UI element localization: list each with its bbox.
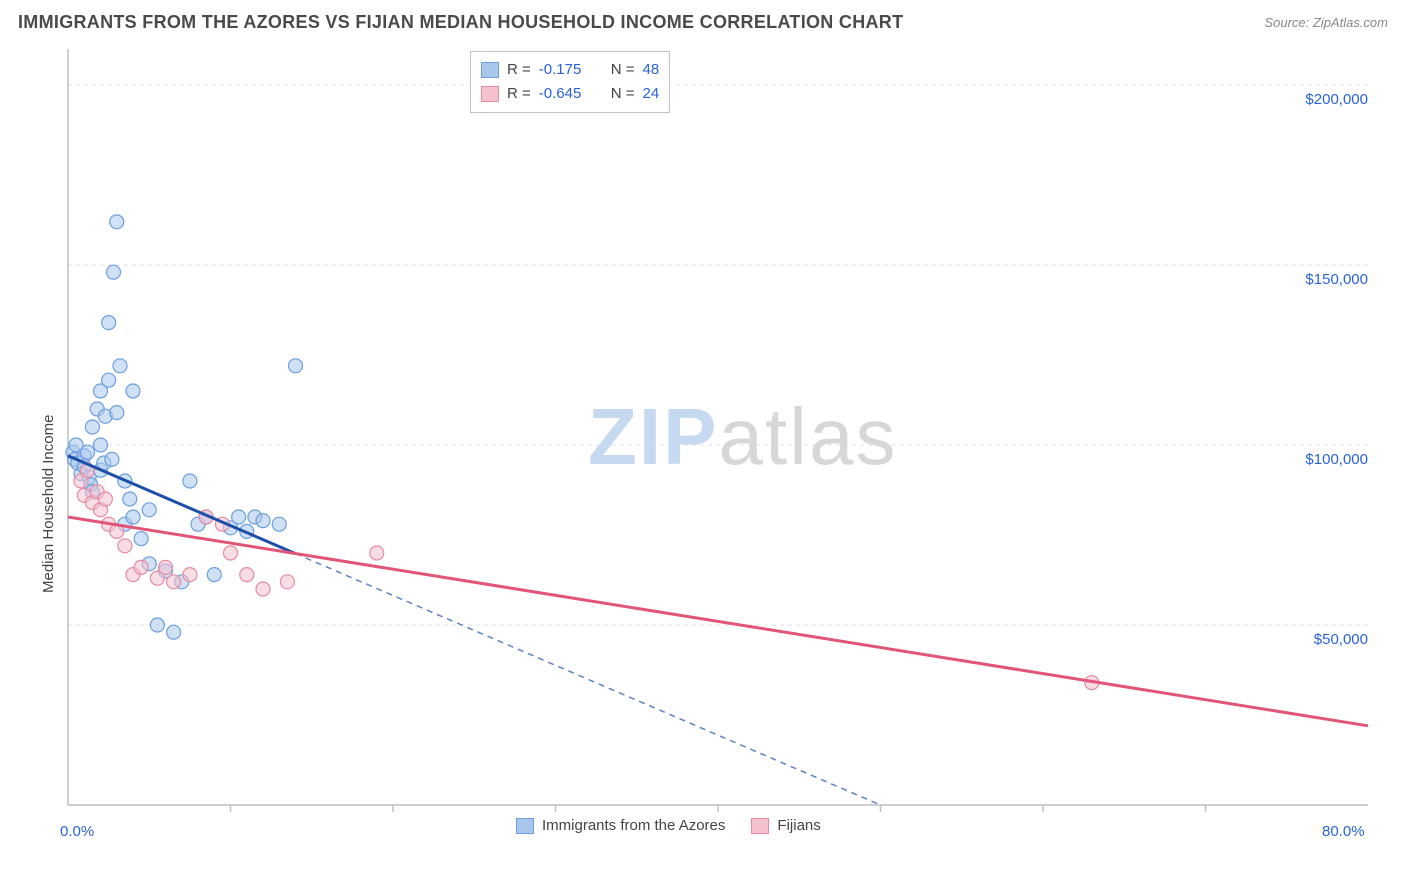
y-tick-label: $150,000	[1278, 271, 1368, 288]
n-label: N =	[611, 82, 635, 106]
series-legend: Immigrants from the Azores Fijians	[516, 817, 821, 834]
y-tick-label: $200,000	[1278, 91, 1368, 108]
n-value: 48	[643, 58, 660, 82]
x-axis-start-label: 0.0%	[60, 823, 94, 840]
y-tick-label: $100,000	[1278, 451, 1368, 468]
n-label: N =	[611, 58, 635, 82]
swatch-icon	[481, 86, 499, 102]
swatch-icon	[481, 62, 499, 78]
scatter-chart	[18, 41, 1388, 861]
y-axis-label: Median Household Income	[40, 415, 57, 593]
n-value: 24	[643, 82, 660, 106]
y-tick-label: $50,000	[1278, 631, 1368, 648]
r-label: R =	[507, 82, 531, 106]
r-label: R =	[507, 58, 531, 82]
source-attribution: Source: ZipAtlas.com	[1264, 15, 1388, 30]
x-axis-end-label: 80.0%	[1322, 823, 1365, 840]
source-prefix: Source:	[1264, 15, 1312, 30]
chart-area: ZIPatlas R =-0.175N =48R =-0.645N =24 Im…	[18, 41, 1388, 861]
r-value: -0.175	[539, 58, 597, 82]
stats-row-fijians: R = -0.645 N = 24	[481, 82, 659, 106]
r-value: -0.645	[539, 82, 597, 106]
legend-item-fijians: Fijians	[751, 817, 820, 834]
swatch-icon	[516, 818, 534, 834]
source-name: ZipAtlas.com	[1313, 15, 1388, 30]
legend-item-azores: Immigrants from the Azores	[516, 817, 725, 834]
correlation-stats-box: R = -0.175 N = 48 R = -0.645 N = 24	[470, 51, 670, 113]
stats-row-azores: R = -0.175 N = 48	[481, 58, 659, 82]
swatch-icon	[751, 818, 769, 834]
legend-label: Fijians	[777, 817, 820, 834]
legend-label: Immigrants from the Azores	[542, 817, 725, 834]
header: IMMIGRANTS FROM THE AZORES VS FIJIAN MED…	[0, 0, 1406, 41]
chart-title: IMMIGRANTS FROM THE AZORES VS FIJIAN MED…	[18, 12, 903, 33]
